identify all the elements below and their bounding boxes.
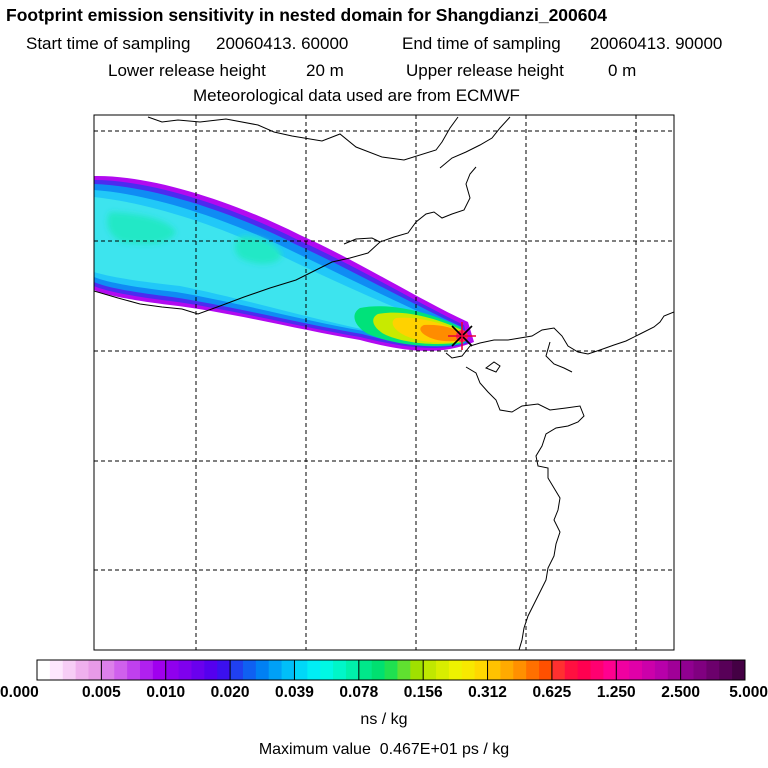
colorbar-cell [204,660,218,680]
plume-field [94,175,474,351]
colorbar-cell [577,660,592,680]
colorbar-units: ns / kg [360,711,408,728]
colorbar-cell [358,660,373,680]
colorbar-cell [242,660,257,680]
colorbar-cell [320,660,334,680]
colorbar-cell [410,660,424,680]
colorbar-cell [397,660,411,680]
upper-release-value: 0 m [608,61,637,80]
colorbar-tick-label: 0.000 [0,684,39,701]
colorbar-tick-label: 0.078 [339,684,379,701]
colorbar-cell [642,660,656,680]
maximum-value-label: Maximum value [258,741,371,758]
colorbar-cell [539,660,553,680]
colorbar-cell [307,660,321,680]
colorbar-cells [37,660,746,680]
colorbar-cell [732,660,746,680]
colorbar-cell [487,660,501,680]
colorbar-cell [268,660,283,680]
start-time-value: 20060413. 60000 [216,34,349,53]
colorbar-cell [255,660,270,680]
colorbar-cell [49,660,64,680]
colorbar-cell [139,660,154,680]
maximum-value: Maximum value 0.467E+01 ps / kg [0,741,768,759]
colorbar-cell [616,660,630,680]
colorbar-tick-label: 0.005 [81,684,121,701]
colorbar-tick-label: 5.000 [729,684,768,701]
colorbar-tick-label: 0.625 [532,684,572,701]
colorbar-cell [88,660,102,680]
colorbar-cell [590,660,604,680]
colorbar-cell [436,660,450,680]
end-time-label: End time of sampling [402,34,561,53]
colorbar-tick-label: 2.500 [661,684,701,701]
upper-release-label: Upper release height [406,61,564,80]
colorbar-cell [178,660,192,680]
end-time-value: 20060413. 90000 [590,34,723,53]
colorbar-cell [371,660,386,680]
colorbar-cell [603,660,617,680]
colorbar-tick-label: 0.020 [210,684,250,701]
colorbar-cell [37,660,51,680]
colorbar-cell [526,660,540,680]
colorbar-cell [500,660,514,680]
colorbar-cell [706,660,720,680]
colorbar-cell [62,660,77,680]
colorbar-cell [333,660,347,680]
colorbar-cell [101,660,115,680]
colorbar-cell [345,660,360,680]
colorbar-cell [127,660,141,680]
colorbar-cell [75,660,89,680]
colorbar-cell [474,660,489,680]
colorbar-cell [564,660,579,680]
colorbar-cell [513,660,527,680]
colorbar-cell [230,660,244,680]
colorbar-cell [281,660,295,680]
map-title: Footprint emission sensitivity in nested… [6,5,607,25]
colorbar-tick-lines [100,660,682,680]
start-time-label: Start time of sampling [26,34,191,53]
colorbar-cell [551,660,566,680]
lower-release-label: Lower release height [108,61,266,80]
colorbar-tick-label: 0.312 [468,684,507,701]
colorbar-cell [152,660,167,680]
colorbar-cell [629,660,643,680]
map-frame [93,114,675,651]
coastlines-and-borders [94,116,674,650]
maximum-value-number: 0.467E+01 ps / kg [379,741,510,758]
colorbar-cell [693,660,707,680]
colorbar-tick-label: 0.039 [275,684,314,701]
colorbar-frame [36,659,746,681]
colorbar-cell [384,660,398,680]
colorbar-tick-label: 0.010 [146,684,186,701]
colorbar-cell [294,660,308,680]
colorbar-tick-label: 1.250 [596,684,636,701]
colorbar-cell [448,660,463,680]
colorbar-cell [423,660,437,680]
station-marker [448,322,476,350]
colorbar-cell [654,660,669,680]
colorbar-cell [217,660,231,680]
colorbar-cell [165,660,180,680]
colorbar-cell [719,660,733,680]
colorbar-cell [114,660,128,680]
colorbar-cell [667,660,682,680]
met-data-note: Meteorological data used are from ECMWF [193,86,520,105]
lower-release-value: 20 m [306,61,344,80]
colorbar-cell [191,660,205,680]
colorbar-cell [461,660,476,680]
colorbar-tick-label: 0.156 [403,684,443,701]
colorbar-cell [680,660,695,680]
